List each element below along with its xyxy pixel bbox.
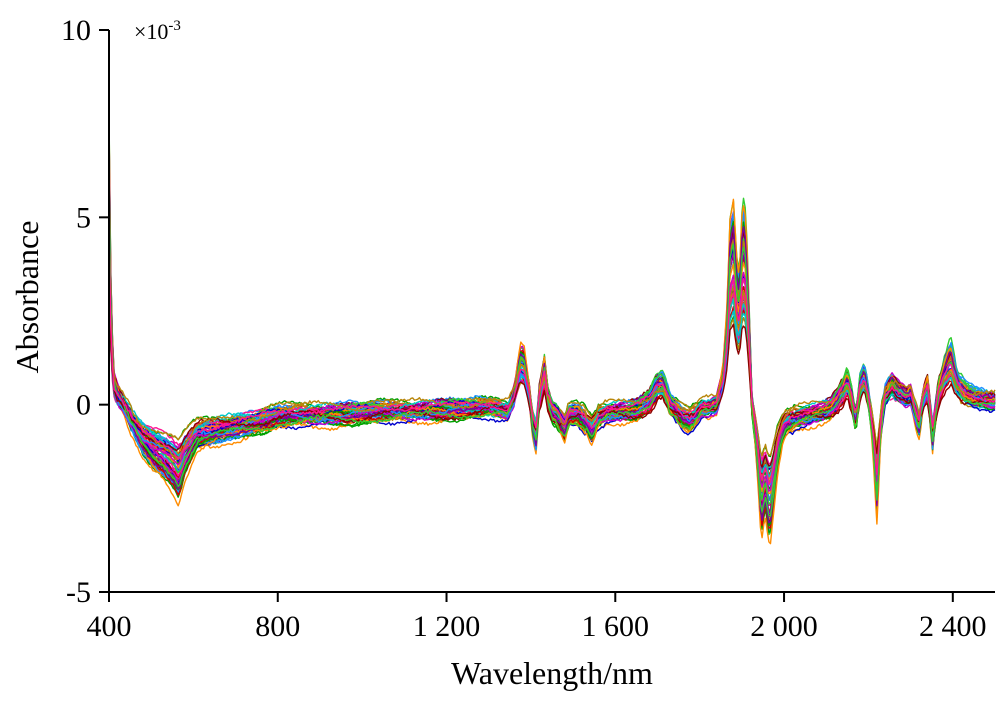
x-tick-label: 1 200 (413, 610, 481, 643)
spectrum-line (108, 139, 996, 526)
spectrum-line (108, 224, 996, 483)
spectrum-line (108, 126, 996, 534)
spectrum-line (108, 137, 996, 534)
spectrum-line (108, 125, 996, 533)
spectrum-line (108, 165, 996, 518)
spectrum-line (108, 123, 996, 529)
spectrum-line (108, 244, 996, 475)
spectrum-line (108, 248, 995, 484)
spectrum-line (108, 153, 996, 517)
spectrum-line (108, 248, 996, 480)
spectrum-line (108, 238, 996, 482)
spectrum-line (108, 170, 996, 520)
spectrum-line (108, 228, 996, 486)
axes-group (99, 29, 995, 602)
spectrum-line (108, 232, 996, 482)
spectrum-line (108, 215, 996, 492)
spectrum-line (108, 171, 996, 515)
spectrum-line (108, 174, 996, 517)
spectrum-line (108, 173, 996, 502)
x-tick-label: 400 (87, 610, 132, 643)
x-tick-label: 2 400 (919, 610, 987, 643)
x-tick-label: 2 000 (750, 610, 818, 643)
spectrum-line (108, 116, 996, 545)
spectrum-line (108, 198, 996, 500)
spectrum-line (108, 180, 996, 505)
spectrum-line (108, 127, 996, 528)
spectrum-line (108, 189, 996, 515)
y-tick-label: 0 (76, 389, 91, 422)
spectrum-line (108, 112, 996, 536)
y-tick-label: -5 (66, 576, 91, 609)
spectrum-line (108, 165, 996, 518)
spectrum-line (108, 232, 996, 482)
spectrum-line (108, 141, 996, 529)
x-tick-label: 1 600 (582, 610, 650, 643)
spectrum-line (108, 129, 996, 534)
spectrum-line (108, 144, 996, 524)
series-group (108, 112, 996, 545)
spectrum-line (108, 179, 996, 507)
x-axis-label: Wavelength/nm (451, 655, 653, 691)
y-scale-multiplier: ×10-3 (134, 18, 181, 44)
spectrum-line (108, 166, 996, 516)
spectrum-line (108, 225, 996, 486)
y-axis-label: Absorbance (9, 221, 45, 374)
spectrum-line (108, 231, 996, 486)
spectrum-line (108, 196, 996, 498)
y-tick-label: 5 (76, 201, 91, 234)
spectrum-line (108, 240, 996, 480)
spectrum-line (108, 166, 996, 514)
spectrum-line (108, 184, 996, 506)
spectrum-line (108, 198, 996, 495)
tick-labels-group: -5 0 5 10 400 800 1 200 1 600 2 000 2 400 (61, 14, 987, 643)
y-tick-label: 10 (61, 14, 91, 47)
spectrum-line (108, 158, 996, 523)
spectrum-line (108, 225, 996, 485)
spectrum-line (108, 148, 996, 523)
spectrum-line (108, 148, 996, 527)
spectrum-line (108, 156, 996, 514)
spectrum-line (108, 274, 996, 468)
y-scale-exponent: -3 (168, 18, 181, 34)
x-tick-label: 800 (255, 610, 300, 643)
spectrum-line (108, 230, 996, 490)
spectrum-line (108, 249, 996, 479)
spectrum-line (108, 152, 996, 522)
y-scale-base: ×10 (134, 19, 168, 44)
spectrum-line (108, 150, 996, 527)
spectrum-line (108, 168, 996, 513)
